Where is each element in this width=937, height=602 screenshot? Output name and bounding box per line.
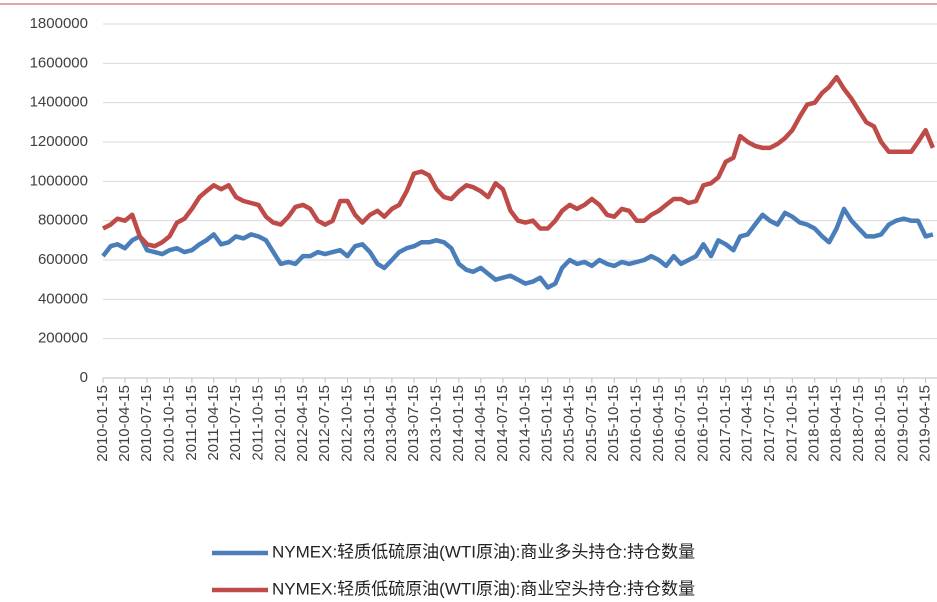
y-tick-label: 1200000 <box>30 133 88 150</box>
x-tick-label: 2011-10-15 <box>249 385 266 461</box>
y-tick-label: 1000000 <box>30 172 88 189</box>
x-tick-label: 2010-07-15 <box>138 385 155 462</box>
x-tick-label: 2011-01-15 <box>183 385 200 461</box>
legend-label: NYMEX:轻质低硫原油(WTI原油):商业空头持仓:持仓数量 <box>272 579 695 598</box>
x-tick-label: 2011-04-15 <box>205 385 222 461</box>
x-tick-label: 2017-04-15 <box>739 385 756 462</box>
x-tick-label: 2018-01-15 <box>806 385 823 462</box>
x-tick-label: 2011-07-15 <box>227 385 244 461</box>
x-tick-label: 2013-07-15 <box>405 385 422 462</box>
y-tick-label: 200000 <box>38 330 88 347</box>
x-tick-label: 2016-04-15 <box>650 385 667 462</box>
x-tick-label: 2018-04-15 <box>828 385 845 462</box>
x-tick-label: 2015-07-15 <box>583 385 600 462</box>
series-line <box>101 206 934 290</box>
x-tick-label: 2012-10-15 <box>339 385 356 462</box>
x-tick-label: 2016-07-15 <box>672 385 689 462</box>
y-tick-label: 1400000 <box>30 94 88 111</box>
y-tick-label: 600000 <box>38 251 88 268</box>
legend-label: NYMEX:轻质低硫原油(WTI原油):商业多头持仓:持仓数量 <box>272 542 695 561</box>
series-line <box>101 74 935 249</box>
y-tick-label: 800000 <box>38 212 88 229</box>
x-tick-label: 2010-04-15 <box>116 385 133 462</box>
x-tick-label: 2015-01-15 <box>539 385 556 462</box>
y-tick-label: 1800000 <box>30 15 88 32</box>
x-tick-label: 2012-01-15 <box>272 385 289 462</box>
x-tick-label: 2016-10-15 <box>694 385 711 462</box>
x-tick-label: 2016-01-15 <box>628 385 645 462</box>
y-tick-label: 0 <box>80 369 88 386</box>
x-tick-label: 2019-04-15 <box>917 385 934 462</box>
x-tick-label: 2014-04-15 <box>472 385 489 462</box>
x-tick-label: 2018-10-15 <box>872 385 889 462</box>
x-tick-label: 2013-01-15 <box>361 385 378 462</box>
x-tick-label: 2017-01-15 <box>717 385 734 462</box>
x-tick-label: 2015-10-15 <box>605 385 622 462</box>
x-tick-label: 2019-01-15 <box>895 385 912 462</box>
x-tick-label: 2010-01-15 <box>94 385 111 462</box>
x-tick-label: 2017-07-15 <box>761 385 778 462</box>
x-tick-label: 2013-10-15 <box>427 385 444 462</box>
x-tick-label: 2017-10-15 <box>783 385 800 462</box>
x-tick-label: 2012-07-15 <box>316 385 333 462</box>
x-tick-label: 2012-04-15 <box>294 385 311 462</box>
x-tick-label: 2014-07-15 <box>494 385 511 462</box>
y-tick-label: 1600000 <box>30 54 88 71</box>
x-tick-label: 2010-10-15 <box>160 385 177 462</box>
y-tick-label: 400000 <box>38 290 88 307</box>
x-tick-label: 2014-01-15 <box>450 385 467 462</box>
x-tick-label: 2018-07-15 <box>850 385 867 462</box>
x-tick-label: 2014-10-15 <box>516 385 533 462</box>
x-tick-label: 2015-04-15 <box>561 385 578 462</box>
x-tick-label: 2013-04-15 <box>383 385 400 462</box>
